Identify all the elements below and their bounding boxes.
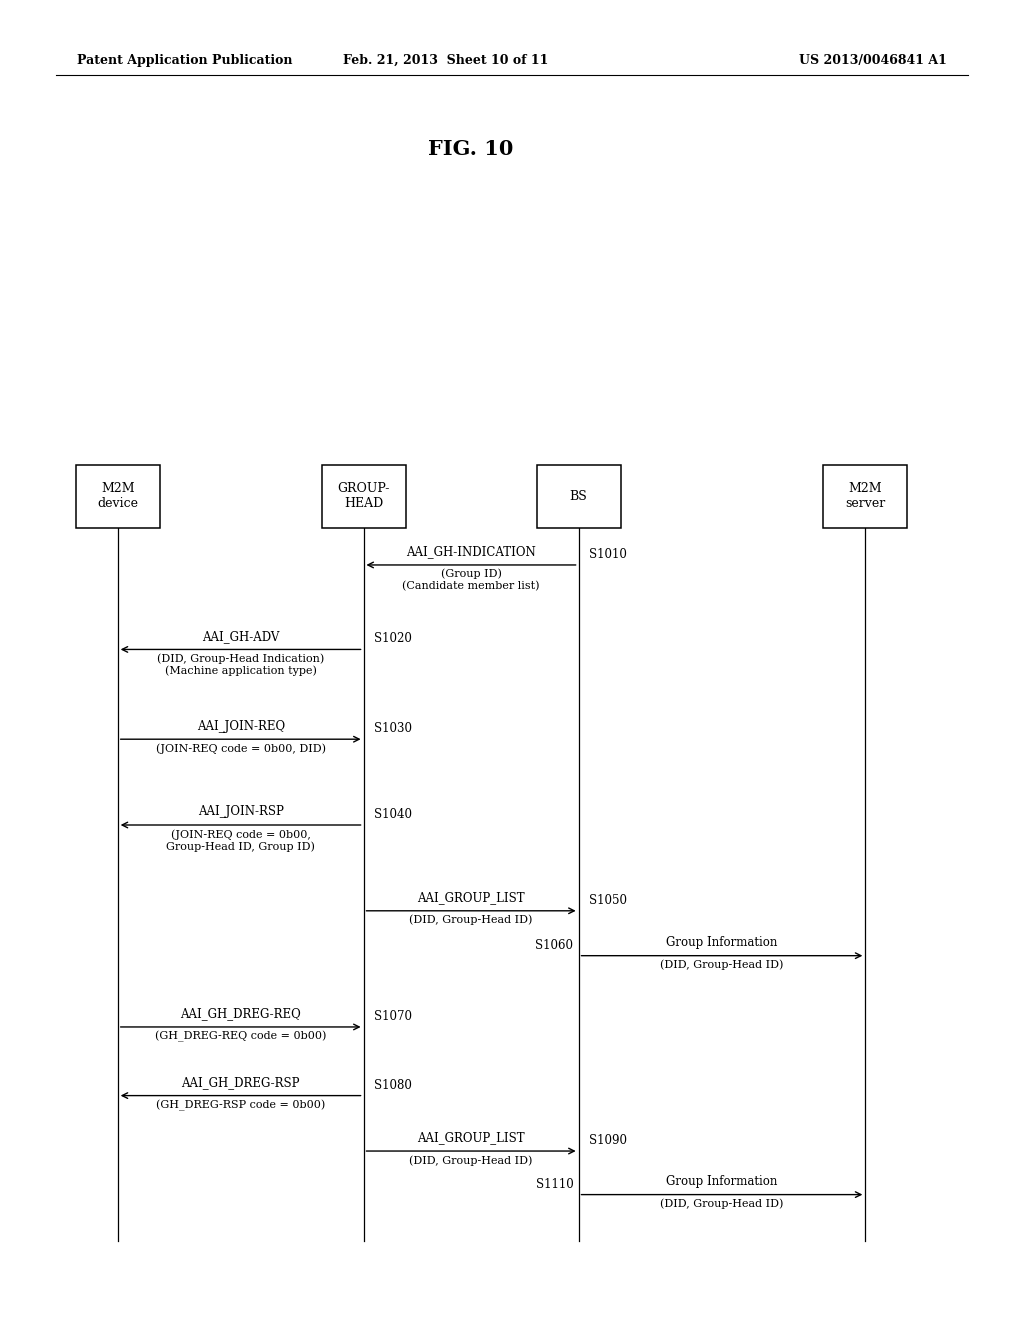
Text: S1090: S1090 [589, 1134, 627, 1147]
Text: BS: BS [569, 490, 588, 503]
Text: AAI_JOIN-RSP: AAI_JOIN-RSP [198, 805, 284, 818]
Text: (JOIN-REQ code = 0b00,
Group-Head ID, Group ID): (JOIN-REQ code = 0b00, Group-Head ID, Gr… [166, 829, 315, 851]
Text: US 2013/0046841 A1: US 2013/0046841 A1 [800, 54, 947, 67]
Text: Group Information: Group Information [667, 936, 777, 949]
Text: Feb. 21, 2013  Sheet 10 of 11: Feb. 21, 2013 Sheet 10 of 11 [343, 54, 548, 67]
Text: M2M
device: M2M device [97, 482, 138, 511]
Text: GROUP-
HEAD: GROUP- HEAD [337, 482, 390, 511]
Text: (DID, Group-Head ID): (DID, Group-Head ID) [660, 960, 783, 970]
Text: AAI_GROUP_LIST: AAI_GROUP_LIST [417, 1131, 525, 1144]
Text: (GH_DREG-REQ code = 0b00): (GH_DREG-REQ code = 0b00) [155, 1031, 327, 1043]
Bar [322, 465, 406, 528]
Text: S1070: S1070 [374, 1010, 412, 1023]
Text: Group Information: Group Information [667, 1175, 777, 1188]
Text: S1110: S1110 [536, 1177, 573, 1191]
Text: S1010: S1010 [589, 548, 627, 561]
Text: (JOIN-REQ code = 0b00, DID): (JOIN-REQ code = 0b00, DID) [156, 743, 326, 754]
Text: S1040: S1040 [374, 808, 412, 821]
Bar [76, 465, 160, 528]
Text: (DID, Group-Head ID): (DID, Group-Head ID) [410, 915, 532, 925]
Text: (DID, Group-Head Indication)
(Machine application type): (DID, Group-Head Indication) (Machine ap… [157, 653, 325, 676]
Text: (Group ID)
(Candidate member list): (Group ID) (Candidate member list) [402, 569, 540, 591]
Text: S1080: S1080 [374, 1078, 412, 1092]
Text: (DID, Group-Head ID): (DID, Group-Head ID) [660, 1199, 783, 1209]
Text: Patent Application Publication: Patent Application Publication [77, 54, 292, 67]
Text: AAI_GH-INDICATION: AAI_GH-INDICATION [407, 545, 536, 558]
Text: S1020: S1020 [374, 632, 412, 645]
Text: AAI_JOIN-REQ: AAI_JOIN-REQ [197, 719, 285, 733]
Text: S1060: S1060 [536, 939, 573, 952]
Text: AAI_GROUP_LIST: AAI_GROUP_LIST [417, 891, 525, 904]
Text: AAI_GH-ADV: AAI_GH-ADV [202, 630, 280, 643]
Text: M2M
server: M2M server [845, 482, 886, 511]
Text: S1030: S1030 [374, 722, 412, 735]
Text: S1050: S1050 [589, 894, 627, 907]
Text: AAI_GH_DREG-REQ: AAI_GH_DREG-REQ [180, 1007, 301, 1020]
Text: AAI_GH_DREG-RSP: AAI_GH_DREG-RSP [181, 1076, 300, 1089]
Text: FIG. 10: FIG. 10 [428, 139, 514, 160]
Bar [537, 465, 621, 528]
Text: (DID, Group-Head ID): (DID, Group-Head ID) [410, 1155, 532, 1166]
Bar [823, 465, 907, 528]
Text: (GH_DREG-RSP code = 0b00): (GH_DREG-RSP code = 0b00) [156, 1100, 326, 1111]
